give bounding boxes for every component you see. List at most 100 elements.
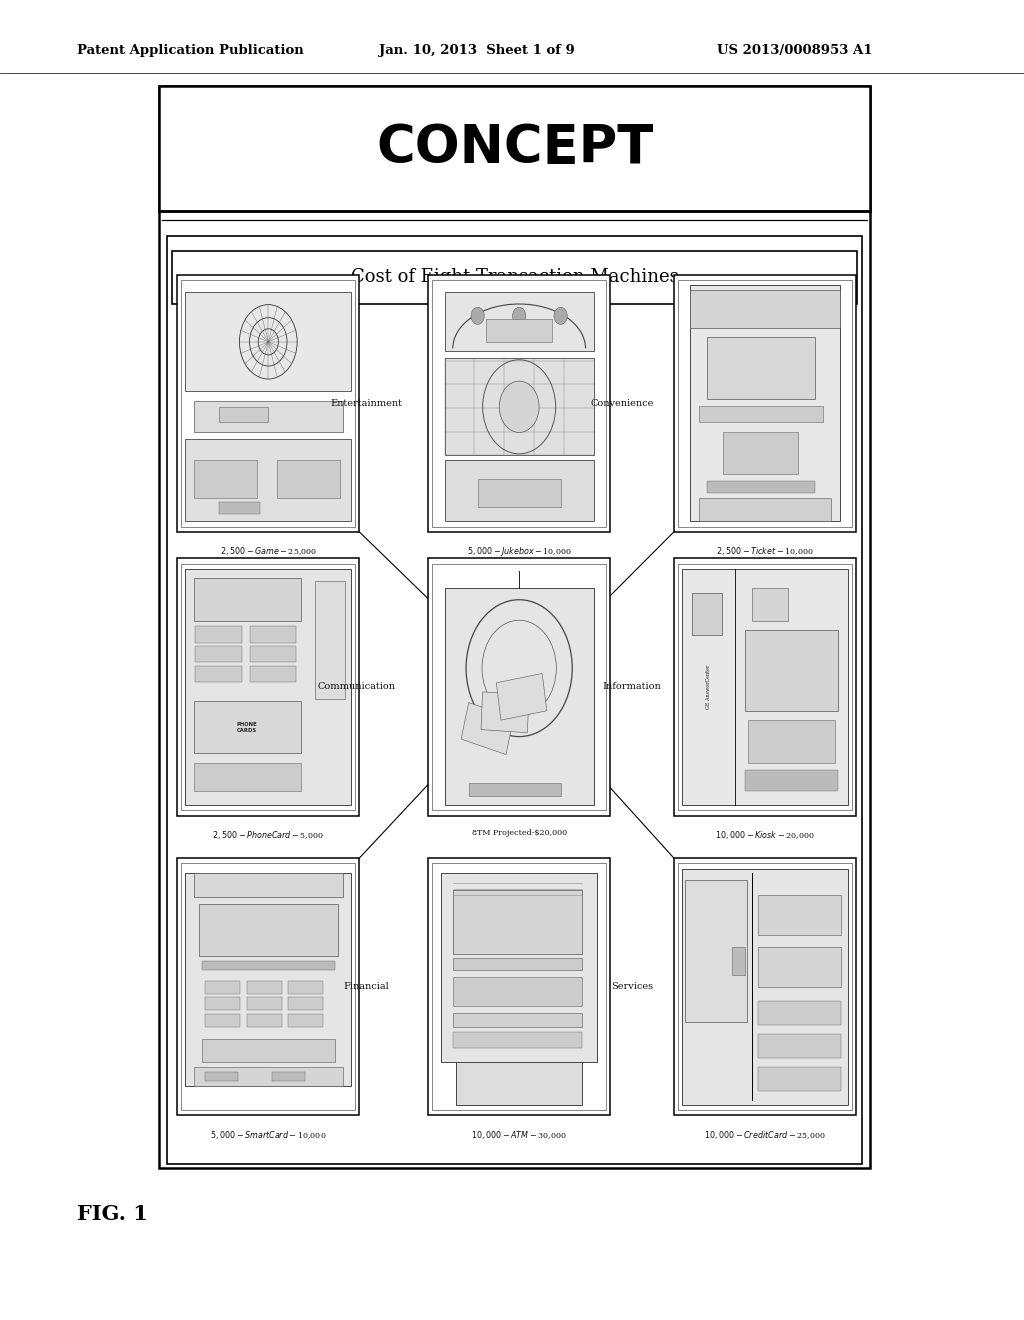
Bar	[167, 236, 862, 1164]
Text: $10,000-CreditCard-$25,000: $10,000-CreditCard-$25,000	[705, 1129, 825, 1140]
Bar	[759, 1034, 842, 1057]
Text: $10,000-ATM-$30,000: $10,000-ATM-$30,000	[471, 1129, 567, 1140]
Bar	[196, 645, 242, 663]
Bar	[159, 86, 870, 211]
Bar	[196, 626, 242, 643]
Bar	[177, 858, 359, 1115]
Bar	[288, 1014, 323, 1027]
Bar	[196, 665, 242, 682]
Bar	[250, 626, 297, 643]
Bar	[432, 564, 606, 810]
Bar	[185, 438, 351, 521]
Circle shape	[500, 381, 539, 433]
Bar	[678, 863, 852, 1110]
Bar	[749, 721, 835, 763]
Bar	[745, 770, 838, 791]
Bar	[682, 869, 848, 1105]
Bar	[453, 890, 583, 953]
Bar	[497, 673, 547, 721]
Text: Financial: Financial	[344, 982, 389, 990]
Bar	[181, 280, 355, 527]
Bar	[432, 863, 606, 1110]
Text: $5,000-SmartCard-$10,000: $5,000-SmartCard-$10,000	[210, 1129, 327, 1140]
Bar	[707, 337, 815, 399]
Circle shape	[471, 308, 484, 325]
Bar	[453, 1012, 583, 1027]
Bar	[481, 692, 529, 733]
Text: 8TM Projected-$20,000: 8TM Projected-$20,000	[472, 829, 566, 837]
Bar	[194, 1067, 343, 1086]
Bar	[461, 702, 514, 755]
Bar	[205, 1014, 240, 1027]
Bar	[218, 503, 260, 515]
Bar	[678, 564, 852, 810]
Text: Convenience: Convenience	[591, 400, 654, 408]
Bar	[199, 904, 338, 956]
Bar	[250, 645, 297, 663]
Bar	[185, 292, 351, 392]
Text: GE AnswerCenter: GE AnswerCenter	[706, 665, 711, 709]
Bar	[194, 874, 343, 896]
Bar	[690, 285, 840, 521]
Bar	[732, 946, 745, 975]
Bar	[181, 863, 355, 1110]
Bar	[185, 569, 351, 805]
Bar	[698, 405, 823, 422]
Bar	[205, 998, 240, 1010]
Bar	[441, 874, 597, 1063]
Bar	[674, 275, 856, 532]
Text: Information: Information	[602, 682, 662, 690]
Bar	[723, 432, 798, 474]
Bar	[428, 858, 610, 1115]
Bar	[432, 280, 606, 527]
Bar	[486, 319, 552, 342]
Text: $5,000-Jukebox-$10,000: $5,000-Jukebox-$10,000	[467, 545, 571, 558]
Bar	[444, 358, 594, 455]
Bar	[185, 874, 351, 1086]
Bar	[288, 981, 323, 994]
Bar	[745, 631, 838, 710]
Bar	[444, 587, 594, 805]
Bar	[276, 459, 340, 498]
Bar	[181, 564, 355, 810]
Circle shape	[513, 308, 525, 325]
Bar	[159, 86, 870, 1168]
Bar	[428, 275, 610, 532]
Text: CONCEPT: CONCEPT	[376, 123, 653, 174]
Bar	[456, 1057, 583, 1105]
Text: Communication: Communication	[317, 682, 395, 690]
Bar	[759, 946, 842, 986]
Bar	[288, 998, 323, 1010]
Text: Entertainment: Entertainment	[331, 400, 402, 408]
Text: US 2013/0008953 A1: US 2013/0008953 A1	[717, 44, 872, 57]
Bar	[690, 290, 840, 327]
Bar	[247, 998, 282, 1010]
Bar	[469, 783, 561, 796]
Bar	[707, 482, 815, 494]
Bar	[698, 498, 831, 521]
Bar	[247, 1014, 282, 1027]
Bar	[453, 1032, 583, 1048]
Text: $10,000-Kiosk-$20,000: $10,000-Kiosk-$20,000	[715, 829, 815, 841]
Text: Patent Application Publication: Patent Application Publication	[77, 44, 303, 57]
Bar	[314, 581, 345, 698]
Bar	[205, 1072, 239, 1081]
Bar	[172, 251, 857, 304]
Bar	[247, 981, 282, 994]
Bar	[674, 858, 856, 1115]
Bar	[194, 459, 257, 498]
Text: $2,500-PhoneCard-$5,000: $2,500-PhoneCard-$5,000	[212, 829, 325, 841]
Text: $2,500-Game-$25,000: $2,500-Game-$25,000	[219, 545, 317, 557]
Bar	[685, 880, 746, 1022]
Bar	[194, 578, 301, 620]
Bar	[177, 558, 359, 816]
Text: $2,500-Ticket-$10,000: $2,500-Ticket-$10,000	[716, 545, 814, 557]
Bar	[202, 1039, 335, 1063]
Bar	[444, 292, 594, 351]
Text: FIG. 1: FIG. 1	[77, 1204, 147, 1225]
Bar	[205, 981, 240, 994]
Bar	[759, 1067, 842, 1090]
Bar	[759, 895, 842, 935]
Text: Services: Services	[610, 982, 653, 990]
Bar	[477, 479, 561, 507]
